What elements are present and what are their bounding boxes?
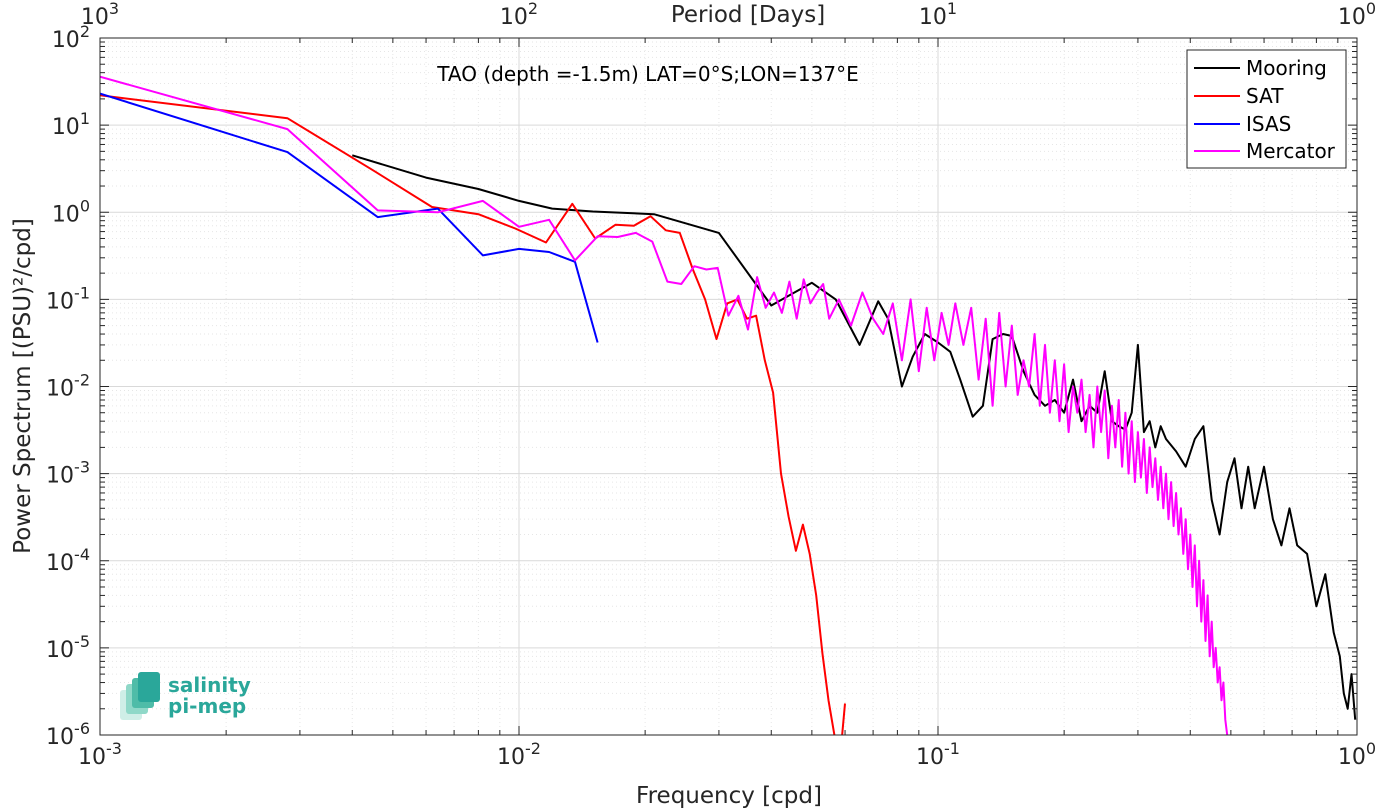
logo-mark-icon	[120, 672, 160, 720]
x2-tick-label: 100	[1338, 0, 1376, 30]
series-line-mercator	[100, 75, 1229, 735]
legend-label-mooring: Mooring	[1246, 56, 1327, 80]
ticks-layer	[99, 37, 1358, 736]
series-line-isas	[100, 92, 599, 343]
x-tick-label: 100	[1338, 739, 1376, 770]
grid-major	[100, 38, 1357, 735]
x2-axis-label: Period [Days]	[671, 2, 825, 28]
y-tick-label: 10-4	[46, 545, 90, 576]
logo-text-pi-mep: pi-mep	[168, 694, 246, 718]
legend-box	[1186, 49, 1347, 169]
x2-tick-label: 101	[919, 0, 957, 30]
x-axis-label: Frequency [cpd]	[636, 783, 822, 809]
y-tick-label: 10-6	[46, 719, 90, 750]
y-axis-label: Power Spectrum [(PSU)²/cpd]	[10, 218, 36, 554]
y-tick-label: 101	[52, 109, 90, 140]
y-tick-label: 100	[52, 196, 90, 227]
legend-label-mercator: Mercator	[1246, 139, 1336, 163]
x2-tick-label: 103	[81, 0, 119, 30]
y-tick-label: 102	[52, 22, 90, 53]
y-tick-label: 10-3	[46, 458, 90, 489]
logo-text-salinity: salinity	[168, 673, 251, 697]
legend-label-sat: SAT	[1246, 84, 1284, 108]
y-tick-label: 10-2	[46, 371, 90, 402]
series-layer	[100, 75, 1357, 735]
legend-label-isas: ISAS	[1246, 112, 1291, 136]
x-tick-label: 10-2	[497, 739, 541, 770]
y-tick-label: 10-1	[46, 283, 90, 314]
chart-title: TAO (depth =-1.5m) LAT=0°S;LON=137°E	[436, 62, 858, 86]
series-line-mooring	[352, 154, 1357, 720]
x2-tick-label: 102	[500, 0, 538, 30]
x-tick-label: 10-1	[916, 739, 960, 770]
legend: Mooring SAT ISAS Mercator	[1186, 49, 1347, 169]
x-tick-label: 10-3	[78, 739, 122, 770]
salinity-pi-mep-logo: salinity pi-mep	[120, 672, 251, 720]
series-line-sat	[100, 94, 846, 735]
y-tick-label: 10-5	[46, 632, 90, 663]
